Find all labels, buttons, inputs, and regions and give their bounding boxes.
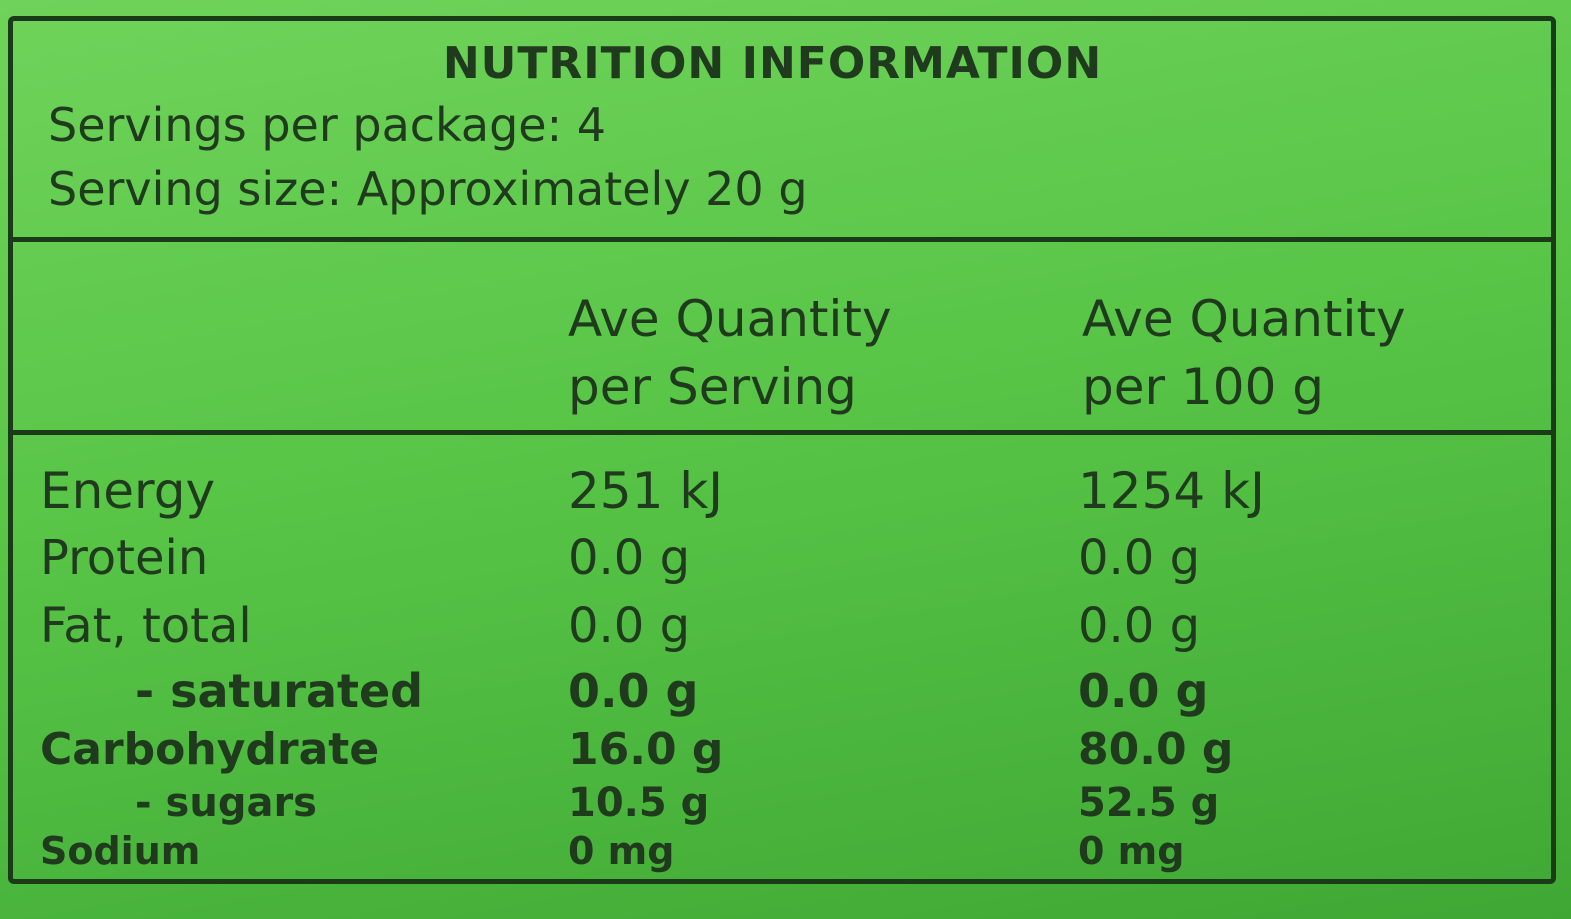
nutrient-value: 52.5 g: [1078, 780, 1220, 826]
nutrient-value: 16.0 g: [568, 724, 724, 775]
nutrient-value: 0.0 g: [1078, 598, 1201, 654]
nutrient-value: 80.0 g: [1078, 724, 1234, 775]
column-header: Ave Quantity per 100 g: [1082, 290, 1406, 416]
nutrient-value: 0.0 g: [1078, 664, 1209, 718]
nutrient-value: 0.0 g: [568, 530, 691, 586]
nutrient-name: - sugars: [135, 780, 317, 826]
label-border: [8, 16, 1556, 884]
servings-per-package: Servings per package: 4: [48, 98, 606, 152]
nutrient-name: Energy: [40, 462, 216, 520]
nutrient-name: - saturated: [135, 664, 424, 718]
nutrient-value: 0.0 g: [568, 664, 699, 718]
nutrient-value: 251 kJ: [568, 462, 724, 520]
label-title: NUTRITION INFORMATION: [442, 38, 1103, 89]
nutrient-value: 0.0 g: [568, 598, 691, 654]
nutrient-value: 1254 kJ: [1078, 462, 1265, 520]
divider: [8, 430, 1556, 435]
divider: [8, 237, 1556, 242]
nutrient-name: Fat, total: [40, 598, 252, 654]
nutrient-value: 10.5 g: [568, 780, 710, 826]
nutrient-name: Carbohydrate: [40, 724, 380, 775]
nutrient-name: Protein: [40, 530, 209, 586]
nutrient-name: Sodium: [40, 829, 201, 873]
column-header: Ave Quantity per Serving: [568, 290, 892, 416]
serving-size: Serving size: Approximately 20 g: [48, 162, 808, 216]
nutrient-value: 0 mg: [568, 829, 675, 873]
nutrient-value: 0.0 g: [1078, 530, 1201, 586]
nutrient-value: 0 mg: [1078, 829, 1185, 873]
